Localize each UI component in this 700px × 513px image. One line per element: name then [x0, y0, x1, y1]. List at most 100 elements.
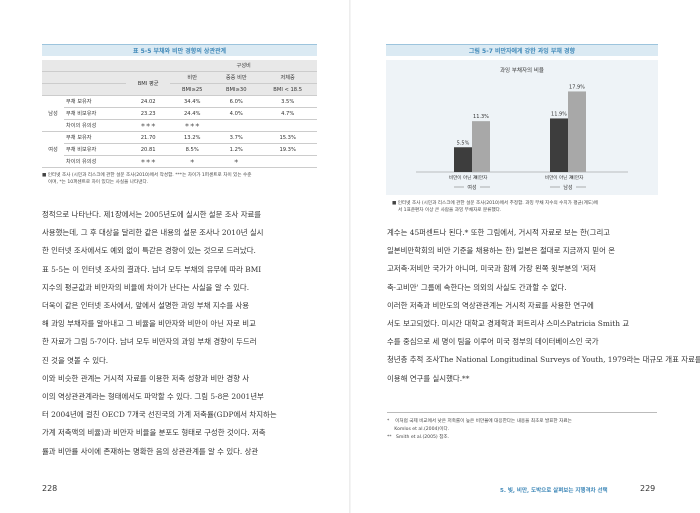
paragraph-line: 일본비만학회의 비만 기준을 채용하는 한) 일본은 절대로 지금까지 믿어 온	[387, 246, 616, 256]
footnote-rule	[387, 412, 657, 413]
paragraph-line: 률과 비만률 사이에 존재하는 명확한 음의 상관관계를 알 수 있다. 상관	[42, 446, 259, 456]
cell: ＊	[170, 155, 215, 168]
paragraph-line: 이와 비슷한 관계는 거시적 자료를 이용한 저축 성향과 비만 경향 사	[42, 373, 250, 383]
table-note: ■ 인터넷 조사 (시민과 리스크에 관한 설문 조사(2010)에서 작성함.…	[42, 172, 332, 186]
col-bmi-mean: BMI 평균	[126, 71, 171, 96]
figure-note: ■ 인터넷 조사 (시민과 리스크에 관한 설문 조사(2010)에서 추정함.…	[392, 200, 672, 214]
page-number: 229	[640, 484, 656, 493]
bar	[550, 118, 568, 172]
paragraph-line: 이용해 연구를 실시했다.**	[387, 373, 470, 383]
paragraph-line: 이의 역상관관계라는 형태에서도 파악할 수 있다. 그림 5-8은 2001년…	[42, 392, 264, 402]
cell: 1.2%	[214, 143, 259, 156]
chart-area: 과잉 부채자의 비율 5.5% 비만이 아닌 자 11.3% 비만자 11.9% 비만이 아…	[386, 60, 658, 195]
col-header: 비만	[170, 71, 215, 84]
footnotes: * 이처럼 국제 비교에서 낮은 저축률이 높은 비만율에 대응한다는 내용을 …	[387, 418, 667, 442]
paragraph-line: 지수의 평균값과 비만자의 비율에 차이가 난다는 사실을 알 수 있다.	[42, 282, 250, 292]
paragraph-line: 이러한 저축과 비만도의 역상관관계는 거시적 자료를 사용한 연구에	[387, 300, 594, 310]
bar	[472, 121, 490, 172]
data-label: 17.9%	[569, 84, 585, 90]
right-page: 그림 5-7 비만자에게 강한 과잉 부채 경향	[350, 0, 700, 513]
footnote: Komlos et al.(2004)이다.	[387, 427, 450, 432]
paragraph-line: 진 것을 엿볼 수 있다.	[42, 355, 109, 365]
paragraph-line: 사용했는데, 그 후 대상을 달리한 같은 내용의 설문 조사나 2010년 실…	[42, 228, 264, 238]
paragraph-line: 해 과잉 부채자를 알아내고 그 비율을 비만자와 비만이 아닌 자로 비교	[42, 319, 256, 329]
figure-caption: 그림 5-7 비만자에게 강한 과잉 부채 경향	[468, 48, 576, 55]
footnote: * 이처럼 국제 비교에서 낮은 저축률이 높은 비만율에 대응한다는 내용을 …	[387, 419, 572, 424]
paragraph-line: 한 인터넷 조사에서도 예외 없이 특갇은 경향이 있는 것으로 드러났다.	[42, 246, 256, 256]
cell: 24.4%	[170, 107, 215, 120]
paragraph-line: 청년층 추적 조사The National Longitudinal Surve…	[387, 355, 700, 365]
debt-obesity-table: 구성비 BMI 평균 비만 중증 비만 저체중 BMI≥25 BMI≥30 BM…	[42, 60, 317, 168]
row-label: 부채 보유자	[64, 95, 126, 108]
group-header: 구성비	[170, 60, 317, 72]
paragraph-line: 고저축·저비만 국가가 아니며, 미국과 함께 가장 왼쪽 윗부분의 '저저	[387, 264, 597, 274]
table-note-line: ■ 인터넷 조사 (시민과 리스크에 관한 설문 조사(2010)에서 작성함.…	[42, 173, 252, 178]
paragraph-line: 가계 저축액의 비율)과 비만자 비율을 분포도 형태로 구성한 것이다. 저축	[42, 428, 266, 438]
paragraph-line: 터 2004년에 걸친 OECD 7개국 선진국의 가계 저축률(GDP에서 차…	[42, 410, 277, 420]
paragraph-line: 한 자료가 그림 5-7이다. 남녀 모두 비만자의 과잉 부채 경향이 두드러	[42, 337, 257, 347]
row-label: 부채 보유자	[64, 131, 126, 144]
paragraph-line: 계수는 45퍼센트나 된다.* 또한 그림에서, 거시적 자료로 보는 한(그리…	[387, 228, 611, 237]
cell: 6.0%	[214, 95, 259, 108]
figure-note-line: ■ 인터넷 조사 (시민과 리스크에 관한 설문 조사(2010)에서 추정함.…	[392, 201, 599, 206]
paragraph-line: 서도 보고되었다. 미시간 대학교 경제학과 퍼트리샤 스미스Patricia …	[387, 319, 630, 329]
cell: 23.23	[126, 107, 171, 120]
gender-cell: 남성	[42, 95, 64, 132]
sub-col-header: BMI < 18.5	[258, 83, 317, 96]
left-body-text: 정적으로 나타난다. 제1장에서는 2005년도에 실시한 설문 조사 자료를 …	[42, 206, 342, 461]
cell	[214, 119, 259, 132]
bar-chart: 과잉 부채자의 비율 5.5% 비만이 아닌 자 11.3% 비만자 11.9% 비만이 아…	[416, 66, 628, 191]
table-caption-bar	[42, 44, 317, 56]
col-header: 중증 비만	[214, 71, 259, 84]
category-label: 비만자	[475, 174, 488, 181]
table-row: 부채 비보유자 23.23 24.4% 4.0% 4.7%	[42, 107, 317, 120]
row-label: 부채 비보유자	[64, 143, 126, 156]
book-gutter	[349, 0, 351, 513]
category-label: 비만이 아닌 자	[545, 174, 574, 181]
figure-caption-bar	[386, 44, 658, 56]
cell	[258, 155, 317, 168]
paragraph-line: 더욱이 같은 인터넷 조사에서, 앞에서 설명한 과잉 부채 지수를 사용	[42, 301, 250, 311]
figure-note-line: 서 1표준편차 이상 큰 사람을 과잉 부채자로 분류했다.	[398, 208, 502, 213]
group-label: 남성	[563, 184, 572, 191]
paragraph-line: 표 5-5는 이 인터넷 조사의 결과다. 남녀 모두 부채의 유무에 따라 B…	[42, 264, 262, 274]
table-row: 남성 부채 보유자 24.02 34.4% 6.0% 3.5%	[42, 95, 317, 132]
right-body-text: 계수는 45퍼센트나 된다.* 또한 그림에서, 거시적 자료로 보는 한(그리…	[387, 224, 700, 388]
cell: 19.3%	[258, 143, 317, 156]
chart-title: 과잉 부채자의 비율	[500, 66, 544, 74]
col-header: 저체중	[258, 71, 317, 84]
table-caption: 표 5-5 부채와 비만 경향의 상관관계	[132, 48, 227, 55]
cell: 8.5%	[170, 143, 215, 156]
row-label: 차이의 유의성	[64, 155, 126, 168]
paragraph-line: 축·고비만' 그룹에 속한다는 의외의 사실도 간과할 수 없다.	[387, 282, 567, 292]
paragraph-line: 정적으로 나타난다. 제1장에서는 2005년도에 실시한 설문 조사 자료를	[42, 210, 262, 219]
sub-col-header: BMI≥30	[214, 83, 259, 96]
cell: ＊＊＊	[126, 155, 171, 168]
table-note-line: 이며, *는 10퍼센트로 차이 있다는 사실을 나타낸다.	[48, 180, 149, 185]
data-label: 5.5%	[457, 140, 470, 146]
cell: ＊＊＊	[126, 119, 171, 132]
group-label: 여성	[467, 184, 476, 191]
cell: 24.02	[126, 95, 171, 108]
cell: 20.81	[126, 143, 171, 156]
footnote: ** Smith et al.(2005) 참조.	[387, 435, 450, 440]
cell: ＊	[214, 155, 259, 168]
bar	[454, 147, 472, 172]
row-label: 부채 비보유자	[64, 107, 126, 120]
cell	[258, 119, 317, 132]
cell: 15.3%	[258, 131, 317, 144]
running-head: 5. 빚, 비만, 도박으로 살펴보는 지행격차 선택	[500, 488, 608, 494]
cell: 3.5%	[258, 95, 317, 108]
bar	[568, 91, 586, 172]
cell: ＊＊＊	[170, 119, 215, 132]
paragraph-line: 수를 중심으로 세 명이 팀을 이루어 미국 정부의 데이터베이스인 국가	[387, 337, 599, 347]
table-row: 차이의 유의성 ＊＊＊ ＊ ＊	[42, 155, 317, 168]
data-label: 11.9%	[551, 111, 567, 117]
cell: 4.7%	[258, 107, 317, 120]
cell: 13.2%	[170, 131, 215, 144]
row-label: 차이의 유의성	[64, 119, 126, 132]
cell: 3.7%	[214, 131, 259, 144]
gender-cell: 여성	[42, 131, 64, 168]
category-label: 비만이 아닌 자	[449, 174, 478, 181]
cell: 4.0%	[214, 107, 259, 120]
